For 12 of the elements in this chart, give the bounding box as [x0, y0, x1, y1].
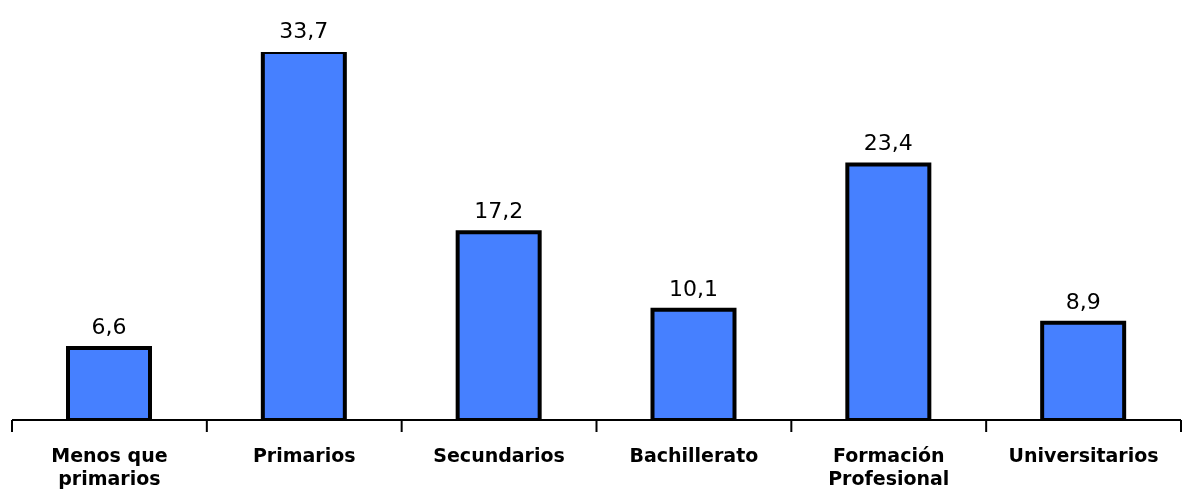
x-tick-label: Formación Profesional: [828, 444, 950, 489]
data-label: 6,6: [91, 313, 127, 339]
x-tick-label: Primarios: [252, 444, 356, 466]
data-label: 8,9: [1065, 288, 1101, 314]
data-label: 17,2: [474, 198, 524, 224]
data-label: 10,1: [669, 275, 718, 301]
x-tick-label: Universitarios: [1008, 444, 1159, 466]
data-label: 33,7: [279, 18, 329, 43]
x-tick-label: Secundarios: [433, 444, 565, 466]
data-label: 23,4: [863, 130, 913, 156]
x-tick-label: Menos que primarios: [51, 444, 168, 489]
x-tick-label: Bachillerato: [629, 444, 759, 466]
